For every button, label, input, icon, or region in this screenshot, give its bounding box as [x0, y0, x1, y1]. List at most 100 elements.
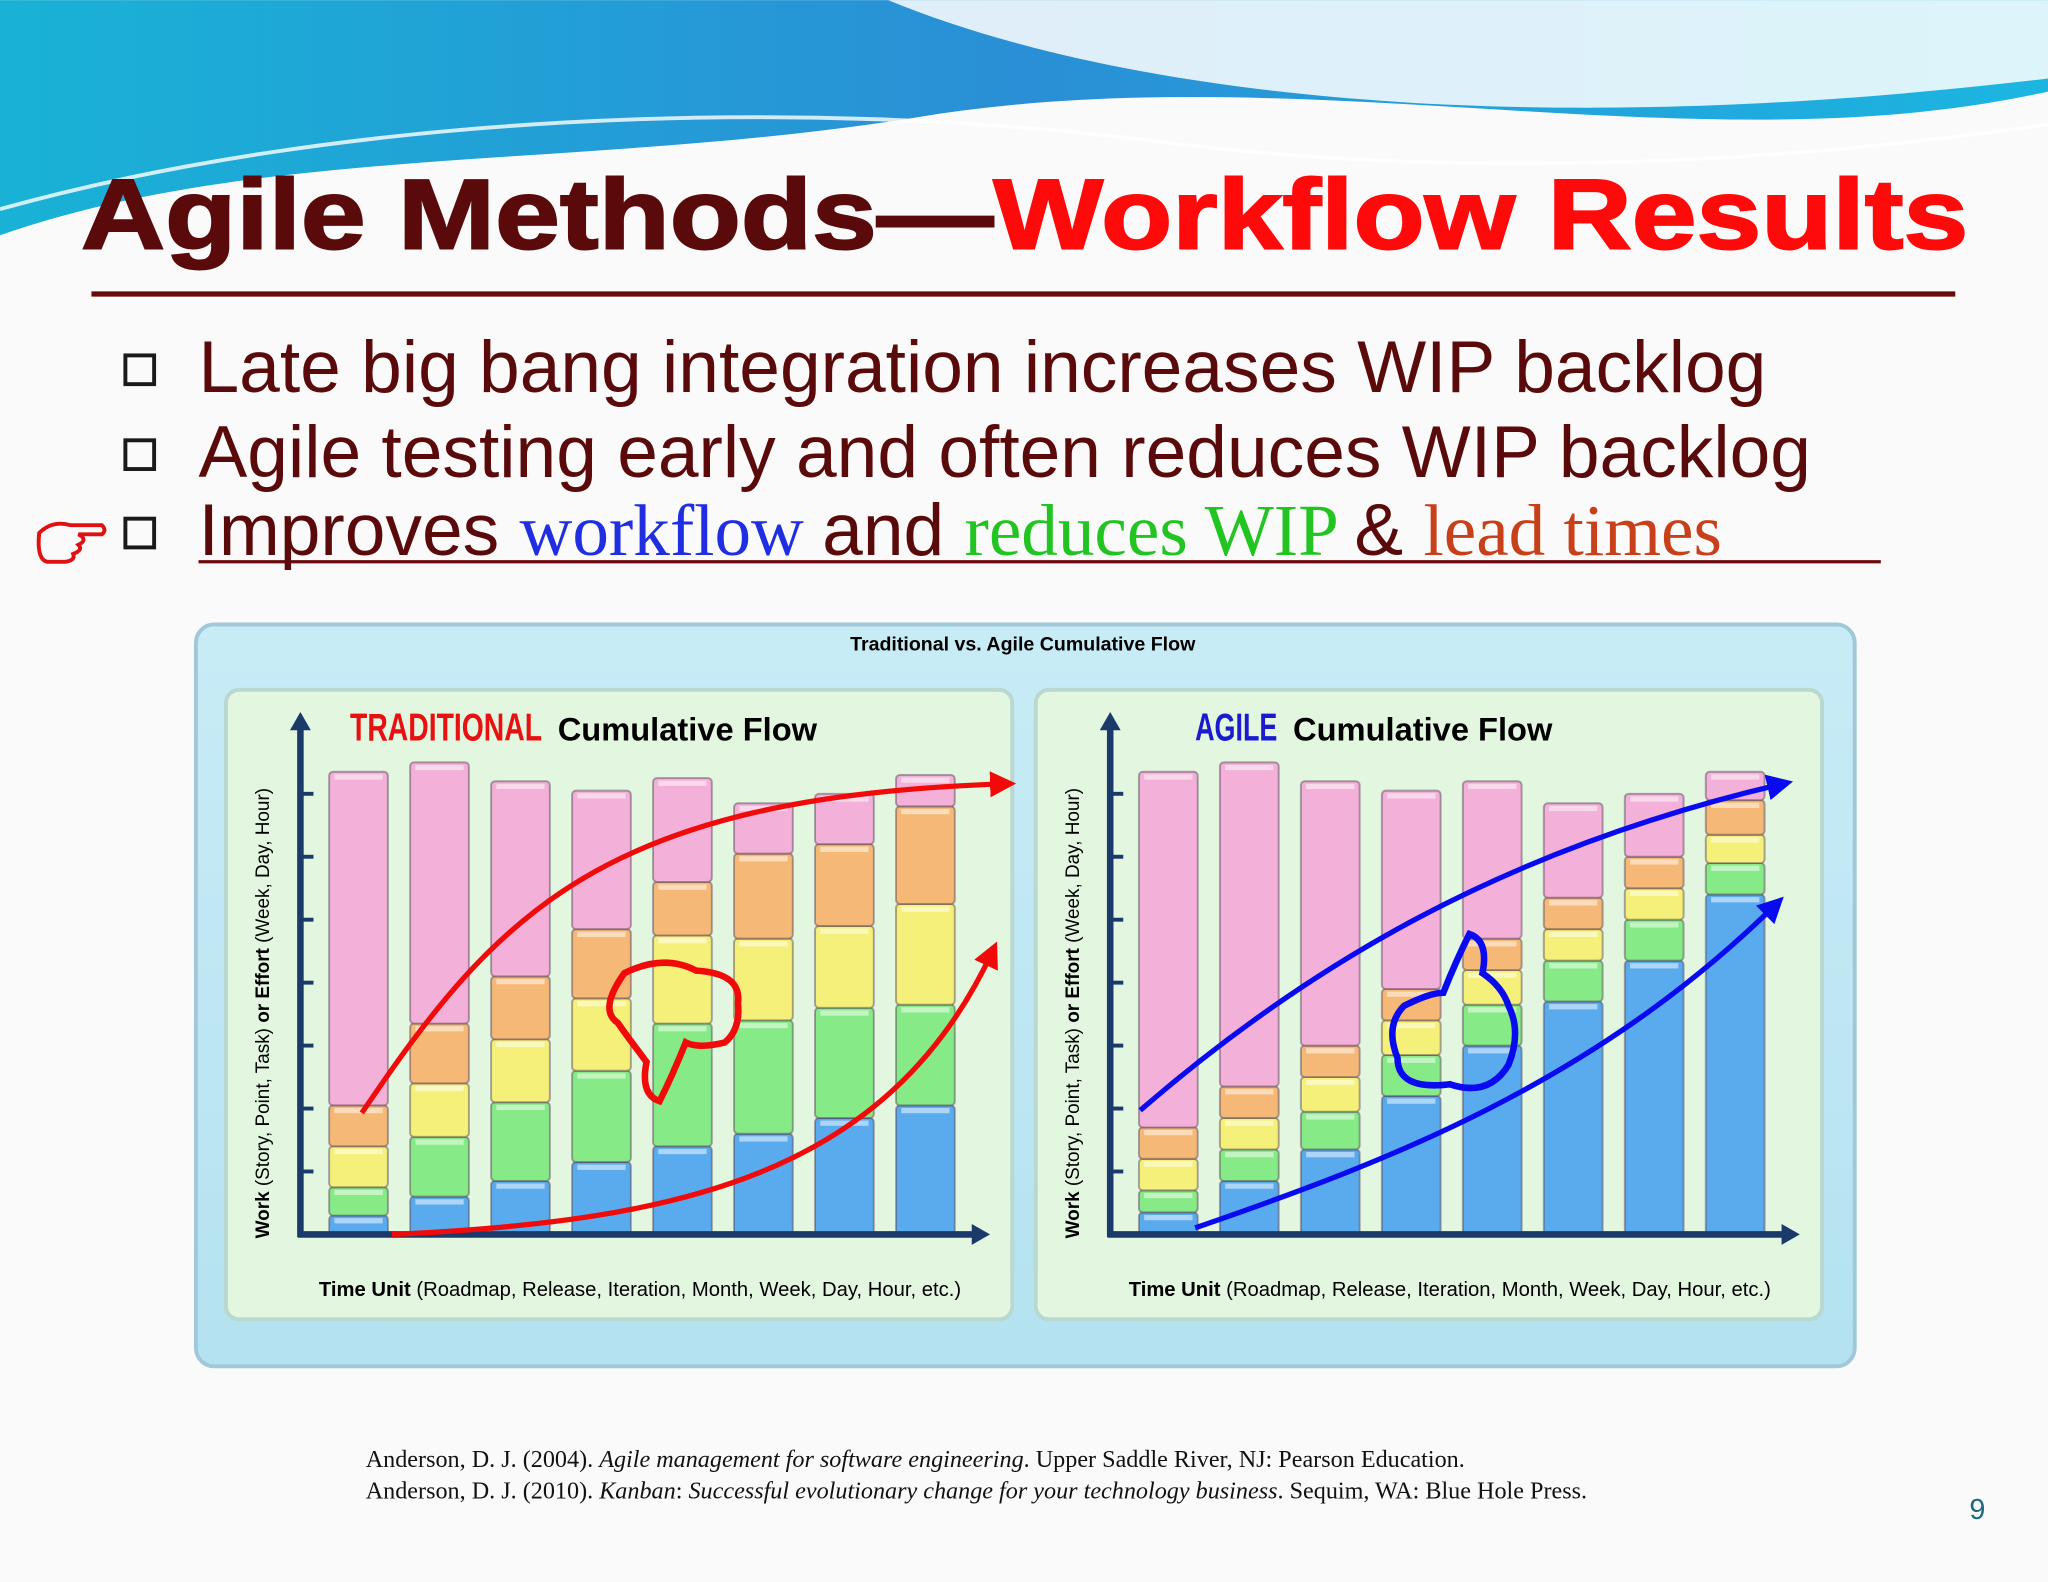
- text-run: . Upper Saddle River, NJ: Pearson Educat…: [1024, 1446, 1465, 1473]
- reference: Anderson, D. J. (2004). Agile management…: [366, 1446, 1465, 1473]
- bar-shine: [658, 780, 707, 786]
- text-run: Late big bang integration increases WIP …: [199, 327, 1767, 408]
- bar-shine: [1306, 1079, 1355, 1085]
- bar-shine: [1468, 1007, 1517, 1013]
- bar-segment: [1623, 855, 1685, 890]
- text-run: and: [822, 490, 964, 571]
- bar-shine: [901, 1007, 950, 1013]
- text-run: Anderson, D. J. (2004).: [366, 1446, 599, 1473]
- bar-segment: [733, 937, 794, 1022]
- bullet-box: [123, 353, 157, 387]
- bar-shine: [1711, 837, 1760, 843]
- y-axis-label: Work (Story, Point, Task) or Effort (Wee…: [1063, 788, 1084, 1238]
- bar-shine: [1225, 1183, 1274, 1189]
- figure-title: Traditional vs. Agile Cumulative Flow: [850, 634, 1196, 656]
- bar-shine: [577, 793, 626, 799]
- x-axis-arrow: [971, 1223, 991, 1245]
- y-axis-arrow: [289, 711, 311, 731]
- bar-shine: [334, 774, 383, 780]
- bar-shine: [901, 1108, 950, 1114]
- bar-shine: [334, 1218, 383, 1224]
- x-axis-arrow: [1781, 1223, 1800, 1245]
- bar-segment: [490, 975, 551, 1041]
- text-run: workflow: [520, 490, 823, 571]
- bar-segment: [895, 1104, 956, 1236]
- chart-title-prefix: TRADITIONAL: [350, 707, 542, 750]
- text-run: (Week, Day, Hour): [253, 788, 274, 948]
- bar-segment: [1218, 761, 1280, 1088]
- bar-shine: [577, 1164, 626, 1170]
- bar-shine: [1144, 1192, 1193, 1199]
- bar-segment: [490, 1101, 551, 1182]
- bar-shine: [334, 1189, 383, 1196]
- bar-segment: [895, 805, 956, 905]
- trend-arrows: [359, 771, 1794, 1238]
- bar-shine: [496, 978, 545, 985]
- slide-title: Agile Methods— Workflow Results: [81, 159, 1968, 270]
- bar-segment: [814, 1116, 875, 1236]
- bar-shine: [1306, 1048, 1355, 1054]
- bar-shine: [1144, 774, 1193, 780]
- bar-shine: [1549, 900, 1598, 906]
- bar-segment: [1380, 789, 1442, 990]
- bar-shine: [1387, 1023, 1436, 1029]
- bullet-box: [123, 516, 157, 550]
- bar-segment: [1299, 1044, 1361, 1079]
- bar-segment: [733, 1019, 794, 1135]
- text-run: Anderson, D. J. (2010).: [366, 1477, 599, 1504]
- bar-shine: [577, 931, 626, 937]
- bar-shine: [1144, 1161, 1193, 1167]
- text-run: Time Unit: [319, 1279, 411, 1301]
- bar-segment: [409, 1135, 470, 1198]
- bar-shine: [1711, 774, 1760, 780]
- text-run: lead times: [1423, 490, 1722, 571]
- bar-segment: [895, 902, 956, 1006]
- bar-segment: [1623, 959, 1685, 1236]
- bar-shine: [1225, 764, 1274, 771]
- arrow: [1138, 774, 1794, 1113]
- arrow: [391, 941, 998, 1238]
- bar-shine: [1549, 931, 1598, 937]
- text-run: Workflow Results: [993, 159, 1968, 270]
- bar-shine: [901, 777, 950, 783]
- bar-shine: [820, 1120, 869, 1126]
- bar-segment: [652, 777, 713, 883]
- x-axis-label: Time Unit (Roadmap, Release, Iteration, …: [319, 1279, 961, 1301]
- bar-segment: [652, 934, 713, 1025]
- text-run: (Story, Point, Task): [1063, 1023, 1084, 1192]
- pointing-hand: [36, 521, 107, 564]
- bar-segment: [1299, 780, 1361, 1047]
- bar-shine: [1711, 802, 1760, 808]
- bullet-text: Late big bang integration increases WIP …: [199, 327, 1767, 408]
- bar-segment: [1623, 792, 1685, 858]
- bar-segment: [814, 925, 875, 1009]
- text-run: Time Unit: [1129, 1279, 1221, 1301]
- arrow: [359, 771, 1017, 1115]
- text-run: or Effort: [253, 947, 274, 1022]
- bar-shine: [658, 1026, 707, 1032]
- bar-segment: [1461, 1044, 1523, 1236]
- bar-shine: [1549, 1004, 1598, 1010]
- bar-shine: [1387, 1057, 1436, 1063]
- bullet-text: Improves workflow and reduces WIP & lead…: [199, 490, 1722, 571]
- bullet-box: [123, 438, 157, 471]
- bar-segment: [328, 770, 389, 1107]
- reference: Anderson, D. J. (2010). Kanban: Successf…: [366, 1477, 1587, 1504]
- arrow: [1194, 896, 1784, 1231]
- text-run: &: [1354, 490, 1423, 571]
- bar-shine: [658, 884, 707, 890]
- bar-shine: [415, 1199, 464, 1205]
- bar-shine: [1468, 941, 1517, 947]
- text-run: Agile Methods—: [81, 159, 994, 270]
- bar-shine: [658, 938, 707, 944]
- bar-segment: [1542, 802, 1604, 899]
- chart-title: Cumulative Flow: [558, 711, 818, 748]
- bar-shine: [901, 906, 950, 912]
- bar-shine: [334, 1108, 383, 1114]
- bar-shine: [901, 809, 950, 815]
- bar-segment: [1218, 1085, 1280, 1119]
- text-run: Agile testing early and often reduces WI…: [199, 412, 1811, 493]
- bar-shine: [1387, 991, 1436, 997]
- bar-shine: [415, 764, 464, 771]
- wave-line: [0, 115, 2048, 212]
